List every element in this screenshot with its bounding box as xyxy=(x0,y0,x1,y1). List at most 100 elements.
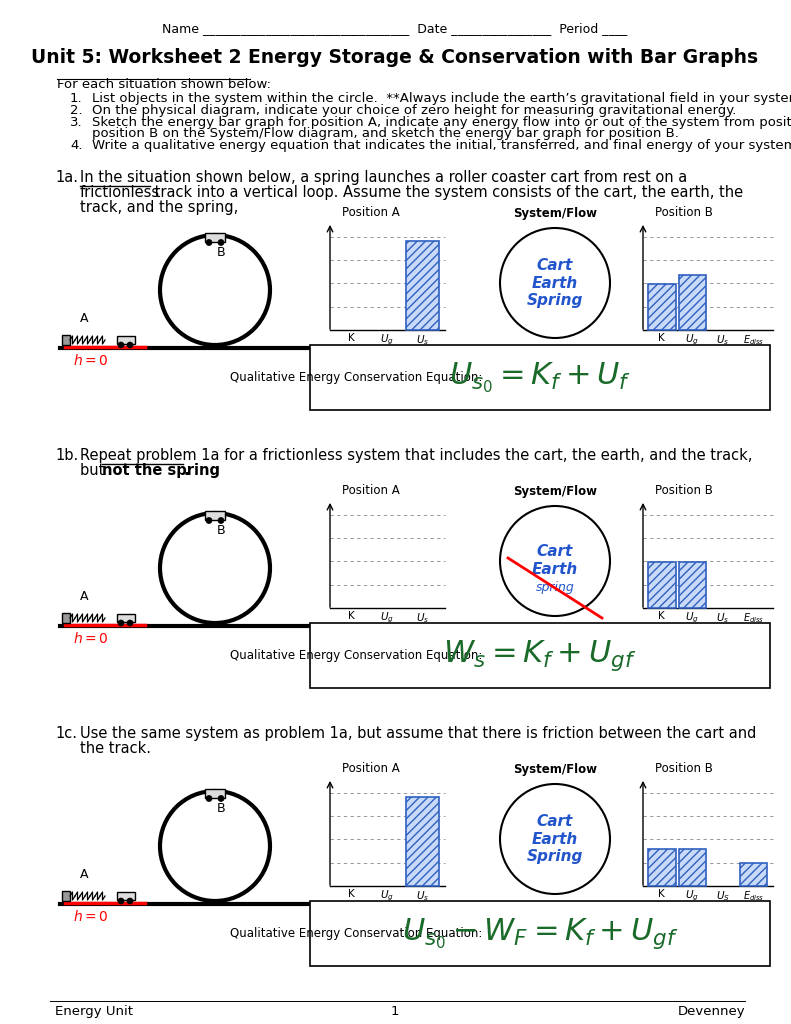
Circle shape xyxy=(118,342,124,348)
Text: K: K xyxy=(348,889,354,899)
FancyBboxPatch shape xyxy=(310,623,770,688)
Circle shape xyxy=(160,791,270,901)
Bar xyxy=(648,284,676,330)
Circle shape xyxy=(127,898,133,904)
Text: For each situation shown below:: For each situation shown below: xyxy=(57,78,271,91)
Bar xyxy=(117,892,135,900)
Circle shape xyxy=(218,517,224,523)
Text: 1a.: 1a. xyxy=(55,170,78,185)
Text: $h=0$: $h=0$ xyxy=(73,353,108,368)
Text: K: K xyxy=(348,333,354,343)
Text: K: K xyxy=(658,611,665,621)
Text: $U_s$: $U_s$ xyxy=(416,611,430,625)
Bar xyxy=(740,863,767,886)
Bar xyxy=(407,797,439,886)
Text: 4.: 4. xyxy=(70,139,82,152)
FancyBboxPatch shape xyxy=(310,345,770,410)
Bar xyxy=(679,562,706,608)
Text: Qualitative Energy Conservation Equation:: Qualitative Energy Conservation Equation… xyxy=(230,649,483,662)
Text: Devenney: Devenney xyxy=(677,1005,745,1018)
Text: Sketch the energy bar graph for position A, indicate any energy flow into or out: Sketch the energy bar graph for position… xyxy=(92,116,791,129)
Bar xyxy=(407,241,439,330)
Bar xyxy=(679,849,706,886)
Text: frictionless: frictionless xyxy=(80,185,160,200)
Text: 2.: 2. xyxy=(70,104,82,117)
Text: $h=0$: $h=0$ xyxy=(73,631,108,646)
Text: Cart: Cart xyxy=(537,813,573,828)
Bar xyxy=(205,511,225,520)
Text: Position A: Position A xyxy=(342,762,399,775)
Text: Spring: Spring xyxy=(527,294,583,308)
Text: 3.: 3. xyxy=(70,116,82,129)
Circle shape xyxy=(118,898,124,904)
Bar xyxy=(648,284,676,330)
Bar xyxy=(648,562,676,608)
Ellipse shape xyxy=(500,784,610,894)
Circle shape xyxy=(206,796,212,802)
Bar xyxy=(205,790,225,798)
Text: $U_g$: $U_g$ xyxy=(685,611,699,626)
Text: but: but xyxy=(80,463,109,478)
Text: not the spring: not the spring xyxy=(102,463,220,478)
Text: Earth: Earth xyxy=(532,275,578,291)
Text: position B on the System/Flow diagram, and sketch the energy bar graph for posit: position B on the System/Flow diagram, a… xyxy=(92,127,679,140)
Text: A: A xyxy=(80,590,89,602)
Bar xyxy=(62,613,70,623)
Ellipse shape xyxy=(500,228,610,338)
Text: A: A xyxy=(80,311,89,325)
Circle shape xyxy=(206,240,212,246)
Text: 1.: 1. xyxy=(70,92,82,105)
Text: Position B: Position B xyxy=(655,762,713,775)
Text: $U_s$: $U_s$ xyxy=(716,333,729,347)
Bar xyxy=(205,233,225,242)
Bar xyxy=(648,849,676,886)
Circle shape xyxy=(127,620,133,626)
Text: $U_s$: $U_s$ xyxy=(716,611,729,625)
Text: $E_{diss}$: $E_{diss}$ xyxy=(743,611,764,625)
Text: K: K xyxy=(658,889,665,899)
Text: K: K xyxy=(658,333,665,343)
Circle shape xyxy=(160,234,270,345)
Text: Earth: Earth xyxy=(532,831,578,847)
Text: spring: spring xyxy=(536,582,574,595)
Text: B: B xyxy=(217,524,225,537)
Text: $U_g$: $U_g$ xyxy=(380,889,394,903)
Text: Qualitative Energy Conservation Equation:: Qualitative Energy Conservation Equation… xyxy=(230,371,483,384)
Bar xyxy=(679,849,706,886)
Text: B: B xyxy=(217,802,225,815)
Text: Name _________________________________  Date ________________  Period ____: Name _________________________________ D… xyxy=(162,22,627,35)
Text: $U_g$: $U_g$ xyxy=(380,611,394,626)
Ellipse shape xyxy=(500,506,610,616)
Text: $U_g$: $U_g$ xyxy=(380,333,394,347)
Text: Repeat problem 1a for a frictionless system that includes the cart, the earth, a: Repeat problem 1a for a frictionless sys… xyxy=(80,449,752,463)
Text: $W_s = K_f + U_{gf}$: $W_s = K_f + U_{gf}$ xyxy=(443,638,637,673)
Text: Position A: Position A xyxy=(342,206,399,219)
Text: $U_S$: $U_S$ xyxy=(716,889,730,903)
Text: System/Flow: System/Flow xyxy=(513,485,597,498)
FancyBboxPatch shape xyxy=(310,901,770,966)
Circle shape xyxy=(127,342,133,348)
Text: $E_{diss}$: $E_{diss}$ xyxy=(743,333,764,347)
Text: Write a qualitative energy equation that indicates the initial, transferred, and: Write a qualitative energy equation that… xyxy=(92,139,791,152)
Bar xyxy=(62,335,70,345)
Text: List objects in the system within the circle.  **Always include the earth’s grav: List objects in the system within the ci… xyxy=(92,92,791,105)
Text: $U_g$: $U_g$ xyxy=(685,889,699,903)
Text: K: K xyxy=(348,611,354,621)
Text: the track.: the track. xyxy=(80,741,151,756)
Circle shape xyxy=(218,240,224,246)
Text: Use the same system as problem 1a, but assume that there is friction between the: Use the same system as problem 1a, but a… xyxy=(80,726,756,741)
Text: $h=0$: $h=0$ xyxy=(73,909,108,924)
Text: Position B: Position B xyxy=(655,484,713,497)
Text: 1b.: 1b. xyxy=(55,449,78,463)
Text: Unit 5: Worksheet 2 Energy Storage & Conservation with Bar Graphs: Unit 5: Worksheet 2 Energy Storage & Con… xyxy=(32,48,759,67)
Text: 1c.: 1c. xyxy=(55,726,77,741)
Bar xyxy=(648,849,676,886)
Circle shape xyxy=(218,796,224,802)
Bar xyxy=(62,891,70,901)
Text: System/Flow: System/Flow xyxy=(513,763,597,776)
Bar xyxy=(679,562,706,608)
Text: track into a vertical loop. Assume the system consists of the cart, the earth, t: track into a vertical loop. Assume the s… xyxy=(149,185,743,200)
Bar xyxy=(679,275,706,330)
Text: Earth: Earth xyxy=(532,562,578,578)
Text: $U_g$: $U_g$ xyxy=(685,333,699,347)
